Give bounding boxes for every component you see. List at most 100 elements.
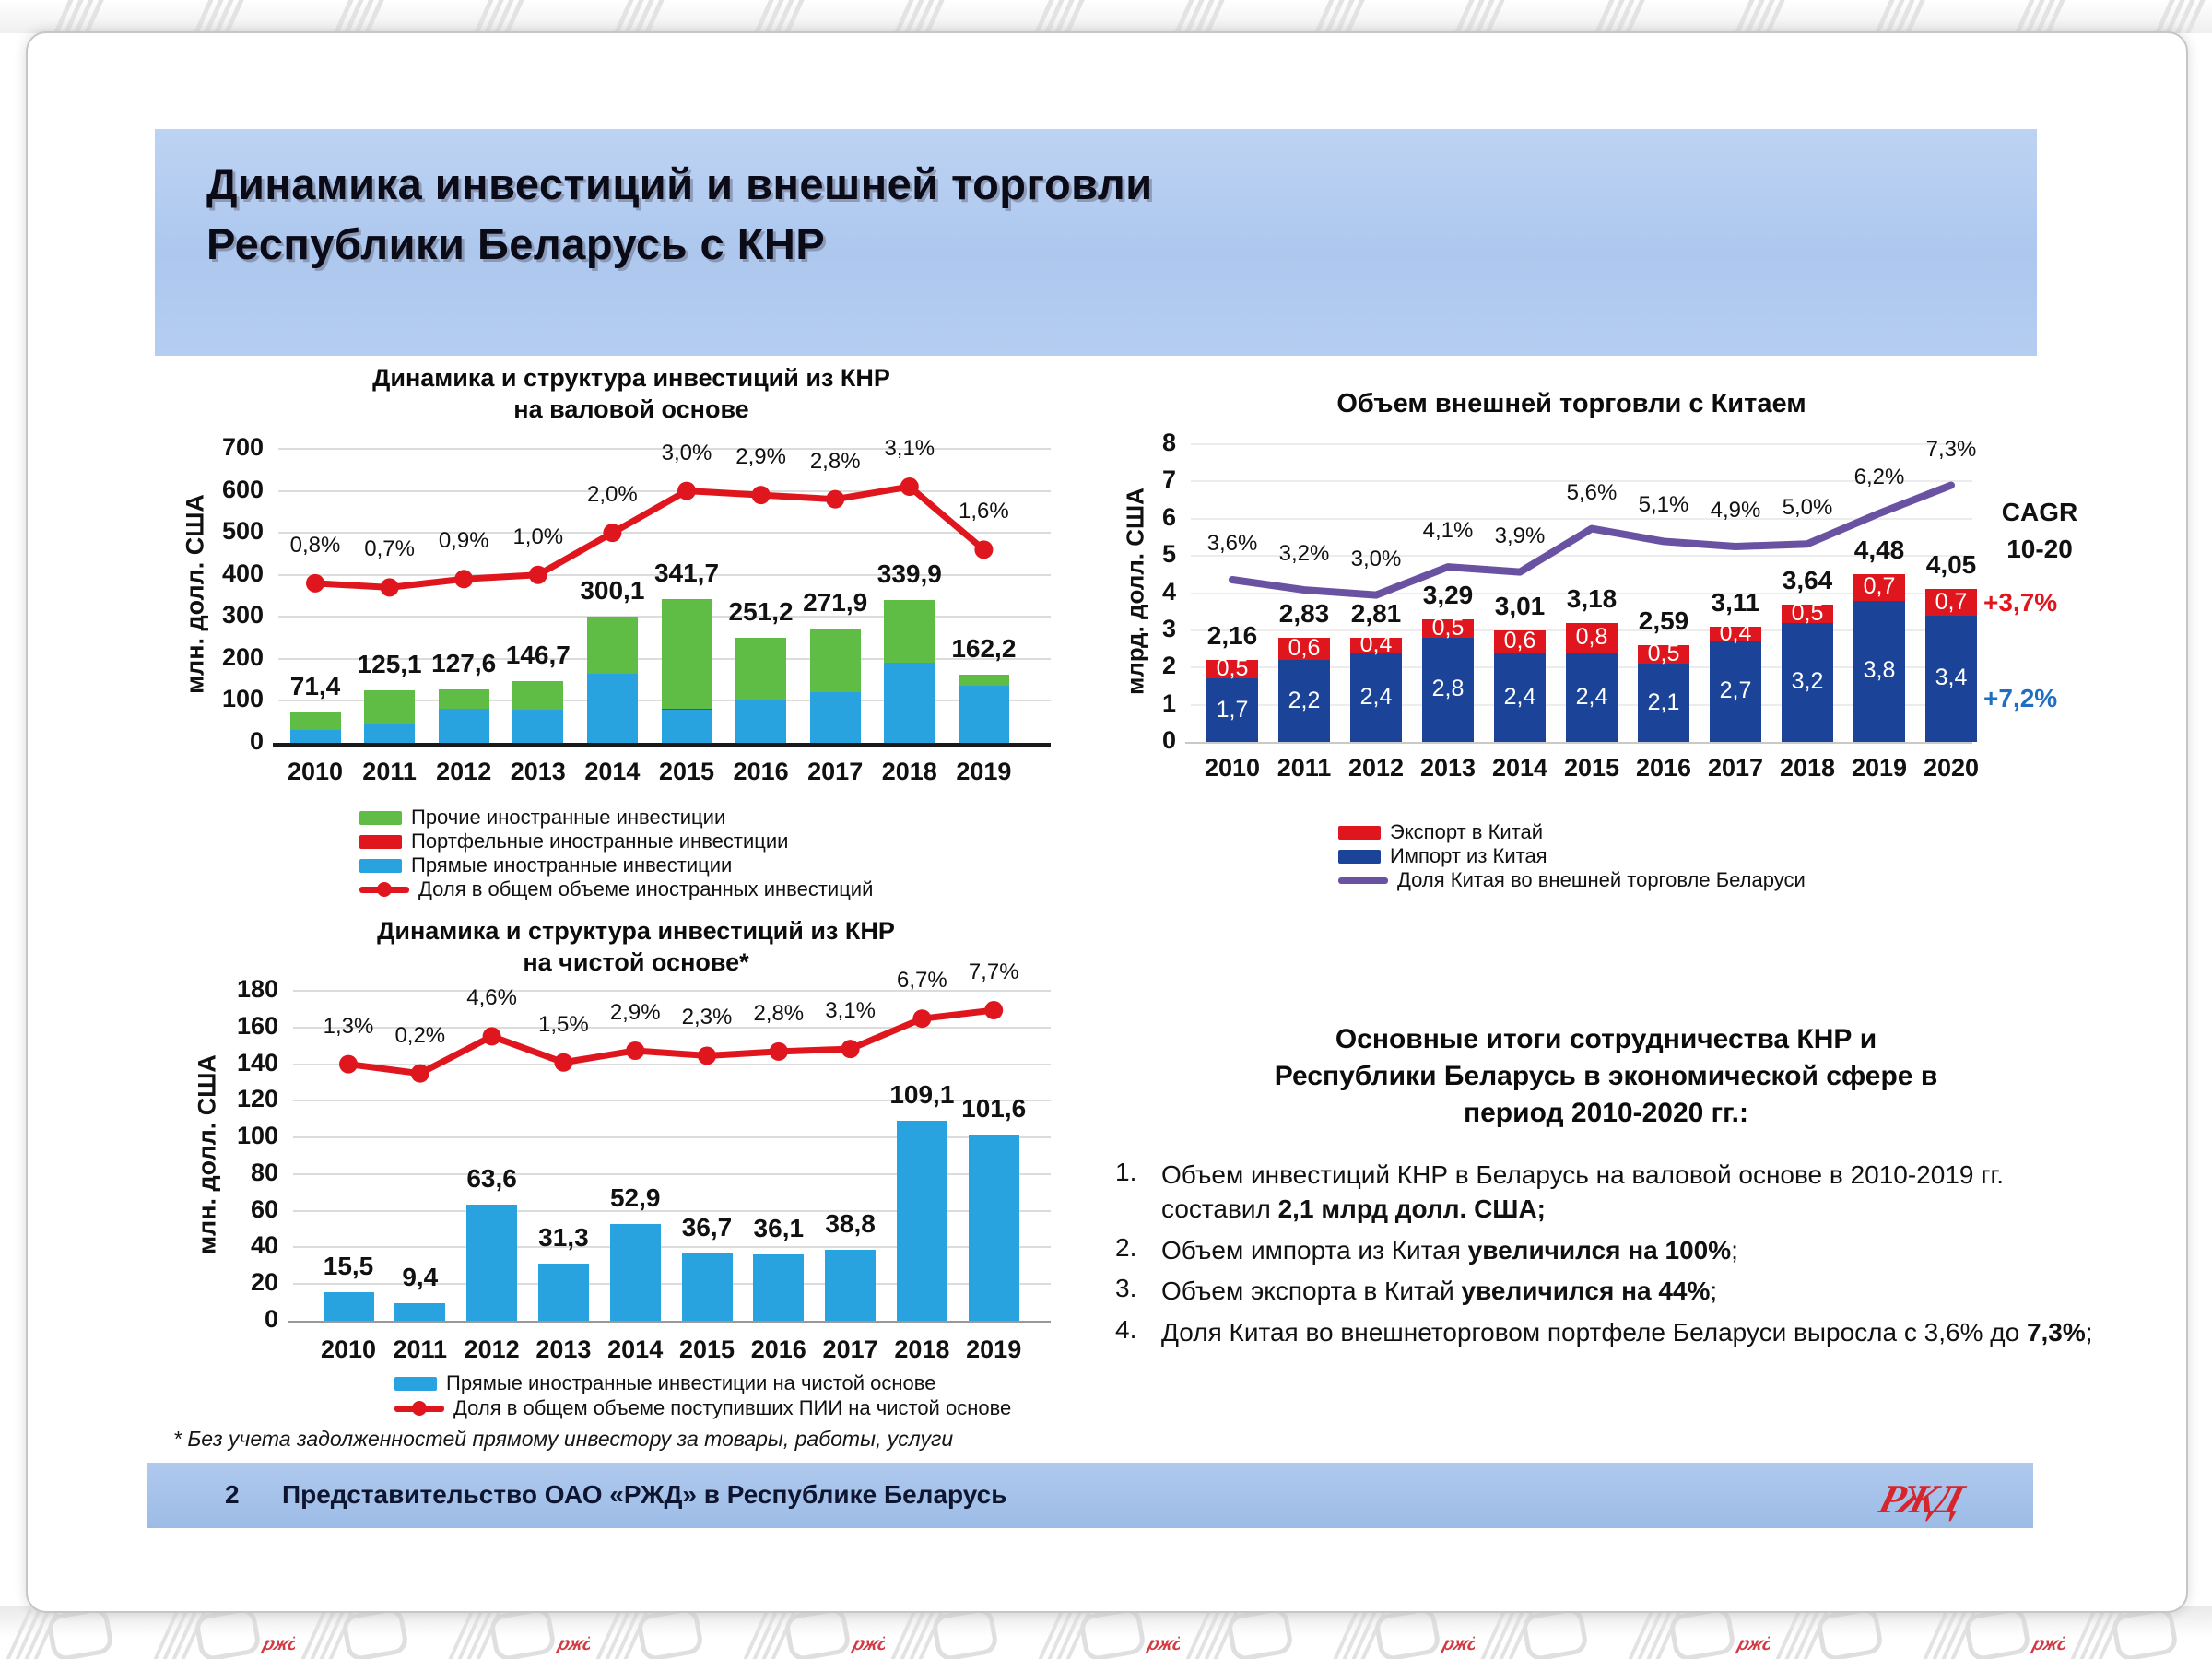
border-hatch-line xyxy=(1884,0,1905,33)
bar-segment xyxy=(512,681,564,710)
border-rzd-mark: ржд xyxy=(1735,1634,1770,1654)
grid-line xyxy=(1191,443,1972,445)
border-pattern-tile xyxy=(1874,0,1925,33)
percent-label: 5,0% xyxy=(1782,495,1833,521)
summary-item: 1. Объем инвестиций КНР в Беларусь на вал… xyxy=(1115,1158,2097,1227)
year-label: 2020 xyxy=(1923,754,1980,782)
bar-total-label: 52,9 xyxy=(609,1182,661,1212)
border-hatch-line xyxy=(203,0,224,33)
border-rzd-mark-text: ржд xyxy=(2030,1634,2065,1654)
border-hatch-line xyxy=(15,1608,41,1659)
border-hatch-line xyxy=(1604,0,1625,33)
year-label: 2018 xyxy=(1779,754,1836,782)
bar-segment xyxy=(1206,678,1258,742)
border-pattern-tile xyxy=(613,0,665,33)
border-hatch-line xyxy=(2154,0,2175,33)
bar-total-label: 2,83 xyxy=(1278,598,1330,628)
border-hatch-line xyxy=(913,0,935,33)
bar-segment xyxy=(289,730,341,743)
border-hatch-line xyxy=(1894,0,1915,33)
border-hatch-line xyxy=(493,0,514,33)
bar-segment xyxy=(661,708,712,710)
summary-item: 2. Объем импорта из Китая увеличился на 1… xyxy=(1115,1233,2097,1268)
border-hatch-line xyxy=(1047,1608,1074,1659)
summary-item: 4. Доля Китая во внешнеторговом портфеле … xyxy=(1115,1315,2097,1350)
y-tick-label: 160 xyxy=(236,1011,278,1040)
border-hatch-line xyxy=(2088,1608,2115,1659)
legend-item: Прямые иностранные инвестиции xyxy=(359,853,732,877)
legend-label: Экспорт в Китай xyxy=(1390,820,1544,843)
border-hatch-line xyxy=(595,1608,622,1659)
summary-item-bold: увеличился на 44% xyxy=(1461,1277,1711,1306)
border-hatch-line xyxy=(1904,0,1925,33)
bar-segment xyxy=(1638,664,1689,742)
border-hatch-line xyxy=(223,0,244,33)
year-label: 2012 xyxy=(436,758,492,785)
y-tick-label: 20 xyxy=(250,1268,278,1297)
border-pattern-shape xyxy=(2112,1607,2177,1659)
legend-item: Доля Китая во внешней торговле Беларуси xyxy=(1338,868,1806,892)
y-tick-label: 140 xyxy=(236,1048,278,1077)
legend-swatch xyxy=(1338,849,1381,864)
bar-total-label: 2,16 xyxy=(1206,621,1258,651)
year-label: 2011 xyxy=(1277,754,1332,782)
border-pattern-tile xyxy=(333,0,384,33)
bar-segment-value: 2,7 xyxy=(1719,677,1752,704)
border-hatch-line xyxy=(903,0,924,33)
bar-segment-value: 0,8 xyxy=(1575,623,1608,650)
rzd-logo: РЖД xyxy=(1873,1477,1970,1522)
summary-item: 3. Объем экспорта в Китай увеличился на 4… xyxy=(1115,1274,2097,1309)
summary-item-number: 1. xyxy=(1115,1157,1137,1186)
year-label: 2014 xyxy=(584,758,641,785)
percent-label: 1,0% xyxy=(512,524,564,549)
chart-title-line: Динамика и структура инвестиций из КНР xyxy=(377,917,895,945)
border-hatch-line xyxy=(1614,0,1635,33)
border-pattern-shape xyxy=(933,1607,997,1659)
bar-segment-value: 0,6 xyxy=(1288,635,1321,662)
bar-segment xyxy=(958,685,1009,743)
summary-heading: Основные итоги сотрудничества КНР и Респ… xyxy=(1115,1021,2097,1132)
y-tick-label: 100 xyxy=(236,1122,278,1150)
border-hatch-line xyxy=(1923,1608,1949,1659)
bar-segment xyxy=(609,1223,661,1321)
border-pattern-shape xyxy=(195,1607,260,1659)
year-label: 2010 xyxy=(320,1335,377,1363)
grid-line xyxy=(293,1246,1051,1249)
bar-total-label: 4,05 xyxy=(1925,550,1977,580)
summary-item-bold: 7,3% xyxy=(2026,1317,2086,1347)
cagr-period: 10-20 xyxy=(2006,535,2073,563)
bar-segment-value: 0,5 xyxy=(1647,641,1680,667)
bar-total-label: 36,1 xyxy=(753,1214,805,1243)
border-pattern-shape xyxy=(1080,1607,1145,1659)
border-hatch-line xyxy=(1183,0,1205,33)
bar-segment xyxy=(1782,604,1833,623)
y-tick-label: 400 xyxy=(221,559,264,587)
y-tick-label: 80 xyxy=(250,1158,278,1186)
bar-segment xyxy=(466,1204,518,1321)
legend-label: Доля в общем объеме иностранных инвестиц… xyxy=(418,877,874,900)
border-hatch-line xyxy=(1474,0,1495,33)
bar-total-label: 127,6 xyxy=(431,648,497,677)
bar-total-label: 2,81 xyxy=(1350,598,1402,628)
bar-segment xyxy=(1422,618,1474,638)
bar-segment xyxy=(586,617,638,674)
border-pattern-tile xyxy=(893,0,945,33)
border-hatch-line xyxy=(2079,1608,2106,1659)
border-rzd-mark: ржд xyxy=(850,1634,885,1654)
grid-line xyxy=(278,448,1051,450)
summary-item-number: 4. xyxy=(1115,1314,1137,1344)
border-pattern-shape xyxy=(638,1607,702,1659)
summary-item-text: Доля Китая во внешнеторговом портфеле Бе… xyxy=(1161,1315,2097,1350)
bar-segment xyxy=(968,1134,1019,1321)
percent-label: 7,7% xyxy=(968,959,1019,985)
border-hatch-line xyxy=(300,1608,327,1659)
bar-total-label: 71,4 xyxy=(289,672,341,701)
bar-segment xyxy=(512,709,564,743)
bar-total-label: 63,6 xyxy=(466,1163,517,1193)
border-hatch-line xyxy=(2014,0,2035,33)
border-rzd-mark: ржд xyxy=(555,1634,590,1654)
percent-label: 2,8% xyxy=(809,448,861,474)
summary-item-post: ; xyxy=(1731,1235,1738,1265)
bar-segment-value: 2,4 xyxy=(1503,683,1536,710)
border-hatch-line xyxy=(1204,1608,1230,1659)
